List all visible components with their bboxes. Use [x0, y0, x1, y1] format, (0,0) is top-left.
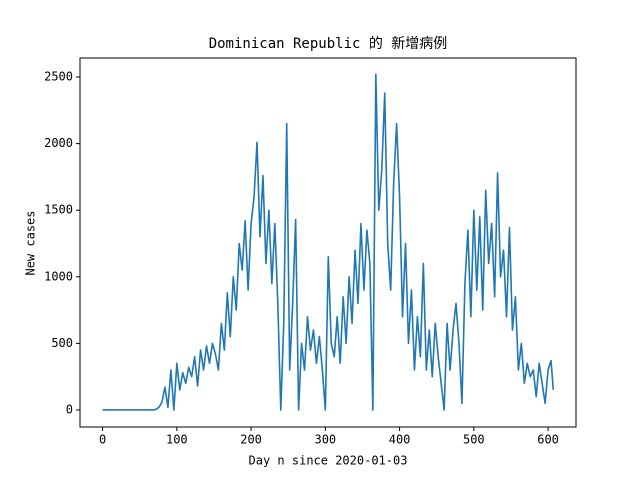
chart-title: Dominican Republic 的 新增病例	[209, 36, 448, 52]
x-tick-label: 300	[314, 433, 336, 447]
y-tick-label: 2500	[44, 70, 73, 84]
x-tick-label: 100	[166, 433, 188, 447]
y-tick-label: 1000	[44, 269, 73, 283]
y-axis-label: New cases	[24, 210, 38, 275]
y-tick-label: 0	[66, 402, 73, 416]
x-tick-label: 500	[463, 433, 485, 447]
x-tick-label: 600	[537, 433, 559, 447]
y-tick-label: 2000	[44, 136, 73, 150]
data-line	[102, 73, 555, 411]
x-tick-label: 200	[240, 433, 262, 447]
x-tick-label: 0	[99, 433, 106, 447]
x-tick-label: 400	[389, 433, 411, 447]
x-axis-label: Day n since 2020-01-03	[249, 454, 408, 468]
y-tick-label: 1500	[44, 203, 73, 217]
plot-frame	[79, 57, 577, 428]
y-tick-label: 500	[51, 336, 73, 350]
